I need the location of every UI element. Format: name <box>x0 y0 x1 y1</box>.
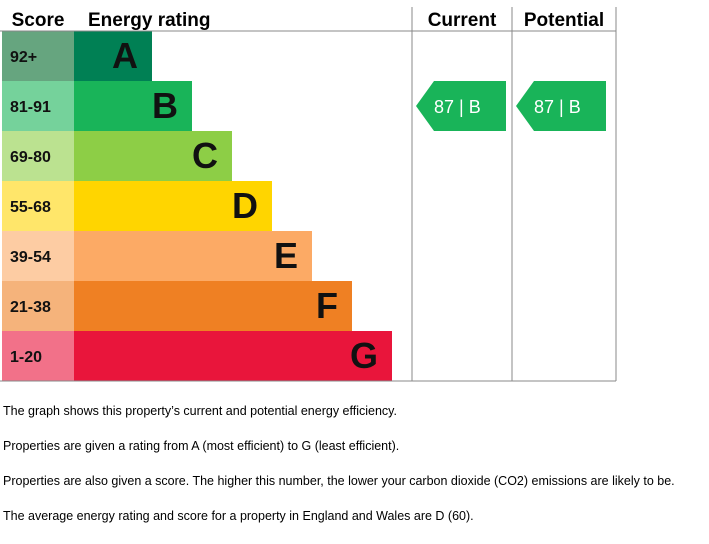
potential-arrow <box>516 81 606 131</box>
rating-bar-g <box>74 331 392 381</box>
rating-bar-e <box>74 231 312 281</box>
score-cell-f <box>2 281 74 331</box>
score-range-g: 1-20 <box>10 349 42 366</box>
score-range-d: 55-68 <box>10 199 51 216</box>
score-cell-c <box>2 131 74 181</box>
score-cell-b <box>2 81 74 131</box>
rating-bar-d <box>74 181 272 231</box>
score-range-c: 69-80 <box>10 149 51 166</box>
score-cell-e <box>2 231 74 281</box>
rating-bar-c <box>74 131 232 181</box>
potential-header: Potential <box>524 10 604 31</box>
energy-rating-header: Energy rating <box>88 10 210 31</box>
rating-letter-f: F <box>316 285 338 326</box>
rating-bar-f <box>74 281 352 331</box>
score-cell-a <box>2 31 74 81</box>
score-range-a: 92+ <box>10 49 37 66</box>
rating-letter-e: E <box>274 235 298 276</box>
score-range-b: 81-91 <box>10 99 51 116</box>
note-rating-scale: Properties are given a rating from A (mo… <box>3 439 400 453</box>
score-range-e: 39-54 <box>10 249 51 266</box>
note-average-rating: The average energy rating and score for … <box>3 509 474 523</box>
energy-rating-chart: Score Energy rating Current Potential 92+ A 81… <box>0 7 617 382</box>
rating-bar-b <box>74 81 192 131</box>
score-header: Score <box>12 10 65 31</box>
note-graph-description: The graph shows this property’s current … <box>3 404 397 418</box>
note-score-meaning: Properties are also given a score. The h… <box>3 474 675 488</box>
rating-letter-a: A <box>112 35 138 76</box>
rating-letter-c: C <box>192 135 218 176</box>
explanation-notes: The graph shows this property’s current … <box>3 404 707 544</box>
potential-rating-label: 87 | B <box>534 97 581 117</box>
rating-letter-b: B <box>152 85 178 126</box>
score-cell-d <box>2 181 74 231</box>
rating-letter-g: G <box>350 335 378 376</box>
score-cell-g <box>2 331 74 381</box>
current-header: Current <box>428 10 497 31</box>
rating-letter-d: D <box>232 185 258 226</box>
current-rating-label: 87 | B <box>434 97 481 117</box>
rating-bar-a <box>74 31 152 81</box>
current-arrow <box>416 81 506 131</box>
score-range-f: 21-38 <box>10 299 51 316</box>
